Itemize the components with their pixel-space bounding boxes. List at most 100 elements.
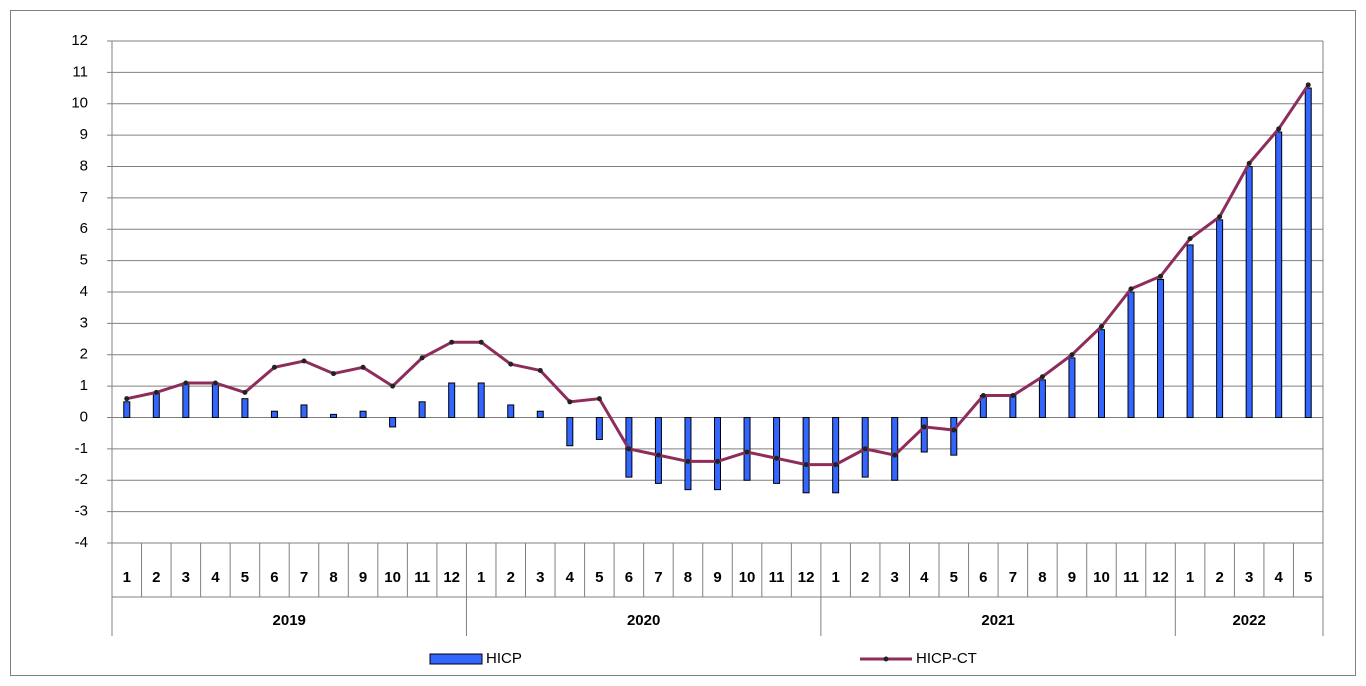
line-marker [1098, 324, 1104, 330]
group-label: 2022 [1232, 612, 1265, 629]
x-tick-label: 5 [595, 569, 603, 586]
x-tick-label: 5 [241, 569, 249, 586]
bar [950, 417, 958, 456]
x-tick-label: 12 [1152, 569, 1169, 586]
x-tick-label: 1 [1186, 569, 1194, 586]
x-tick-label: 5 [1304, 569, 1312, 586]
x-tick-label: 1 [477, 569, 485, 586]
x-tick-label: 2 [507, 569, 515, 586]
bar [477, 382, 485, 418]
bar [507, 404, 515, 419]
x-tick-label: 3 [536, 569, 544, 586]
line-marker [1039, 374, 1045, 380]
bar [595, 417, 603, 440]
bar [684, 417, 692, 491]
x-tick-label: 4 [566, 569, 575, 586]
x-tick-label: 6 [625, 569, 633, 586]
line-marker [921, 424, 927, 430]
x-tick-label: 2 [861, 569, 869, 586]
line-marker [951, 427, 957, 433]
line-marker [567, 399, 573, 405]
x-tick-label: 11 [1123, 569, 1139, 586]
x-tick-label: 7 [300, 569, 308, 586]
bar [802, 417, 810, 494]
line-marker [478, 339, 484, 345]
legend-marker [883, 656, 889, 662]
y-tick-label: -2 [75, 471, 88, 488]
x-tick-label: 3 [1245, 569, 1253, 586]
line-marker [271, 364, 277, 370]
bar [330, 413, 338, 418]
bar [241, 398, 249, 418]
line-marker [449, 339, 455, 345]
group-label: 2019 [273, 612, 306, 629]
y-tick-label: -1 [75, 440, 88, 457]
bar [1097, 329, 1105, 418]
x-tick-label: 8 [684, 569, 692, 586]
line-marker [1010, 393, 1016, 399]
bar [300, 404, 308, 419]
x-tick-label: 6 [979, 569, 987, 586]
line-marker [153, 389, 159, 395]
x-tick-label: 2 [152, 569, 160, 586]
x-tick-label: 4 [211, 569, 220, 586]
x-tick-label: 9 [359, 569, 367, 586]
bar [920, 417, 928, 453]
line-marker [774, 455, 780, 461]
line-marker [242, 389, 248, 395]
bar [182, 382, 190, 418]
y-tick-label: -4 [75, 534, 88, 551]
bar [1038, 379, 1046, 419]
line-marker [537, 367, 543, 373]
line-marker [685, 458, 691, 464]
bar [211, 382, 219, 418]
line-marker [715, 458, 720, 464]
y-tick-label: -3 [75, 503, 88, 520]
y-tick-label: 9 [80, 126, 88, 143]
x-tick-label: 12 [443, 569, 460, 586]
bar [566, 417, 574, 447]
chart-frame [10, 10, 1356, 676]
bar [123, 401, 131, 418]
bar [891, 417, 899, 481]
bar [389, 417, 397, 428]
line-marker [183, 380, 189, 386]
line-marker [301, 358, 307, 364]
line-marker [419, 355, 425, 361]
bar [773, 417, 781, 484]
bar [654, 417, 662, 484]
x-tick-label: 9 [1068, 569, 1076, 586]
x-tick-label: 1 [831, 569, 839, 586]
line-marker [360, 364, 366, 370]
line-marker [212, 380, 218, 386]
bar [832, 417, 840, 494]
bar [1216, 219, 1224, 418]
x-tick-label: 9 [713, 569, 721, 586]
bar [1068, 357, 1076, 419]
line-marker [508, 361, 514, 367]
y-tick-label: 12 [71, 32, 88, 49]
line-marker [744, 449, 750, 455]
y-tick-label: 10 [71, 95, 88, 112]
x-tick-label: 2 [1215, 569, 1223, 586]
bar [714, 417, 721, 491]
y-tick-label: 3 [80, 314, 88, 331]
bar [270, 410, 278, 419]
x-tick-label: 3 [182, 569, 190, 586]
bar [1186, 244, 1194, 418]
x-tick-label: 10 [1093, 569, 1110, 586]
y-tick-label: 1 [80, 377, 88, 394]
y-tick-label: 11 [72, 63, 88, 80]
line-marker [124, 396, 130, 402]
line-marker [1187, 236, 1193, 242]
x-tick-label: 4 [920, 569, 929, 586]
x-tick-label: 8 [1038, 569, 1046, 586]
line-marker [803, 462, 809, 468]
bar [448, 382, 456, 418]
bar [1245, 166, 1253, 418]
line-marker [626, 446, 632, 452]
bar [1275, 131, 1283, 419]
x-tick-label: 12 [798, 569, 815, 586]
line-marker [596, 396, 602, 402]
